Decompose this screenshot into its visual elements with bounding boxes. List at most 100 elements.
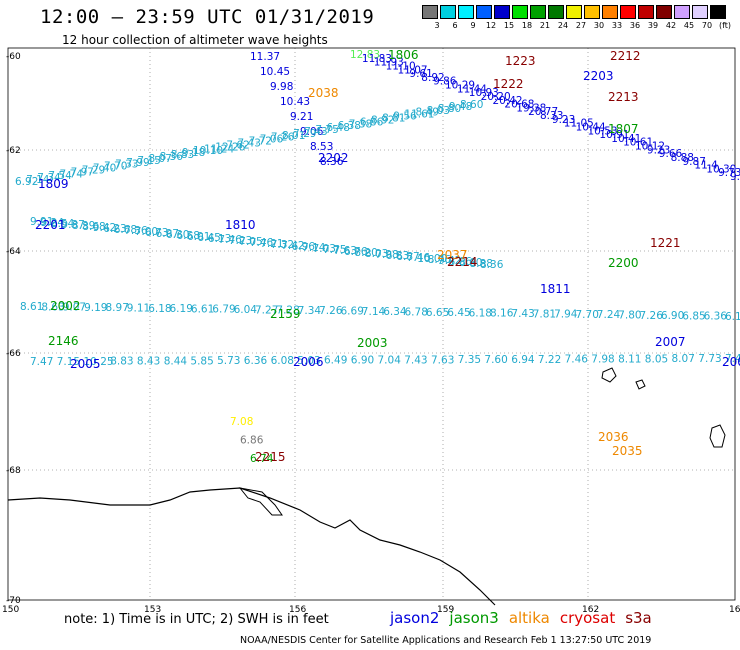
wave-height-label: 6.01 bbox=[187, 231, 210, 243]
wave-height-label: 7.34 bbox=[298, 305, 322, 317]
wave-height-label: 12.26 bbox=[215, 141, 245, 153]
pass-id-label: 2215 bbox=[255, 450, 286, 464]
legend-entry: s3a bbox=[625, 609, 652, 627]
wave-height-label: 6.68 bbox=[114, 224, 137, 236]
wave-height-label: 7.63 bbox=[334, 245, 357, 257]
wave-height-label: 7.72 bbox=[249, 136, 272, 148]
pass-id-label: 2035 bbox=[612, 444, 643, 458]
wave-height-label: 7.42 bbox=[281, 240, 304, 252]
pass-id-label: 2200 bbox=[608, 256, 639, 270]
pass-id-label: 1222 bbox=[493, 77, 524, 91]
pass-id-label: 2008 bbox=[722, 355, 740, 369]
colorbar-label: 24 bbox=[557, 21, 569, 30]
map-frame bbox=[7, 47, 736, 601]
wave-height-label: 7.80 bbox=[618, 310, 641, 322]
wave-height-label: 7.43 bbox=[404, 354, 427, 366]
wave-height-label: 20.77 bbox=[528, 106, 558, 118]
island-outline bbox=[238, 487, 283, 516]
wave-height-label: 6.30 bbox=[166, 229, 189, 241]
wave-height-label: 6.18 bbox=[148, 303, 171, 315]
satellite-legend: jason2 jason3 altika cryosat s3a bbox=[390, 609, 662, 627]
wave-height-label: 9.18 bbox=[182, 147, 205, 159]
wave-height-label: 7.38 bbox=[349, 118, 372, 130]
wave-height-label: 8.01 bbox=[282, 130, 305, 142]
wave-height-label: 10.10 bbox=[193, 145, 223, 157]
wave-height-label: 10.00 bbox=[417, 253, 447, 265]
pass-id-label: 2213 bbox=[608, 90, 639, 104]
wave-height-label: 10.30 bbox=[706, 163, 736, 175]
pass-id-label: 1810 bbox=[225, 218, 256, 232]
wave-height-label: 9.23 bbox=[552, 114, 575, 126]
wave-height-label: 8.92 bbox=[421, 72, 444, 84]
wave-height-label: 6.97 bbox=[156, 228, 179, 240]
colorbar-label: (ft) bbox=[718, 21, 732, 30]
wave-height-label: 6.94 bbox=[511, 354, 535, 366]
wave-height-label: 8.66 bbox=[449, 256, 473, 268]
lon-tick-label: 153 bbox=[144, 605, 161, 615]
colorbar-label: 21 bbox=[539, 21, 551, 30]
wave-height-label: 7.75 bbox=[315, 124, 338, 136]
wave-height-label: 6.34 bbox=[383, 306, 407, 318]
lat-tick-label: -60 bbox=[6, 52, 21, 62]
wave-height-label: 9.06 bbox=[300, 126, 324, 138]
legend-entry: cryosat bbox=[559, 609, 616, 627]
wave-height-label: 7.43 bbox=[511, 308, 534, 320]
wave-height-label: 9.23 bbox=[647, 144, 670, 156]
wave-height-label: 6.49 bbox=[324, 355, 347, 367]
wave-height-label: 7.99 bbox=[126, 157, 149, 169]
wave-height-label: 6.90 bbox=[661, 310, 684, 322]
wave-height-label: 7.73 bbox=[698, 353, 721, 365]
wave-height-label: 7.40 bbox=[725, 353, 740, 365]
wave-height-label: 9.87 bbox=[683, 156, 706, 168]
wave-height-label: 6.86 bbox=[240, 435, 264, 447]
wave-height-label: 7.34 bbox=[37, 172, 61, 184]
colorbar-label: 36 bbox=[629, 21, 641, 30]
wave-height-label: 6.45 bbox=[197, 232, 220, 244]
satellite-tracks: 11.37 10.45 9.98 10.43 9.21 9.06 8.53 8.36 12.83… bbox=[15, 49, 740, 465]
colorbar-label: 3 bbox=[434, 21, 440, 30]
wave-height-label: 9.68 bbox=[730, 171, 740, 183]
wave-height-label: 7.22 bbox=[538, 354, 561, 366]
wave-height-label: 7.08 bbox=[230, 416, 253, 428]
wave-height-label: 6.74 bbox=[250, 453, 274, 465]
wave-height-label: 9.86 bbox=[433, 76, 457, 88]
wave-height-label: 8.68 bbox=[82, 221, 105, 233]
colorbar-label: 9 bbox=[470, 21, 476, 30]
pass-id-label: 2212 bbox=[610, 49, 641, 63]
colorbar-label: 45 bbox=[683, 21, 695, 30]
colorbar-label: 12 bbox=[485, 21, 497, 30]
wave-height-label: 10.41 bbox=[611, 133, 641, 145]
wave-height-label: 7.14 bbox=[302, 242, 326, 254]
colorbar-swatch bbox=[512, 5, 528, 19]
wave-height-label: 7.43 bbox=[304, 126, 327, 138]
wave-height-label: 6.86 bbox=[360, 116, 384, 128]
pass-id-label: 2007 bbox=[655, 335, 686, 349]
wave-height-label: 8.03 bbox=[427, 105, 450, 117]
wave-height-label: 6.48 bbox=[327, 122, 350, 134]
wave-height-label: 7.54 bbox=[48, 170, 72, 182]
legend-entry: jason2 bbox=[390, 609, 440, 627]
wave-height-label: 7.04 bbox=[378, 355, 402, 367]
wave-height-label: 6.19 bbox=[170, 303, 193, 315]
wave-height-label: 7.32 bbox=[271, 239, 294, 251]
wave-height-label: 8.83 bbox=[171, 149, 194, 161]
wave-height-label: 7.14 bbox=[362, 306, 386, 318]
wave-height-label: 6.96 bbox=[292, 241, 316, 253]
wave-height-label: 6.36 bbox=[244, 355, 268, 367]
wave-height-label: 7.21 bbox=[260, 238, 283, 250]
wave-height-label: 10.44 bbox=[576, 121, 606, 133]
colorbar-swatch bbox=[548, 5, 564, 19]
wave-height-label: 6.90 bbox=[351, 355, 374, 367]
lon-tick-label: 156 bbox=[289, 605, 306, 615]
wave-height-label: 7.43 bbox=[238, 138, 261, 150]
coastline bbox=[7, 47, 736, 606]
wave-height-label: 7.26 bbox=[319, 305, 343, 317]
wave-height-label: 7.40 bbox=[93, 163, 116, 175]
wave-height-label: 6.85 bbox=[682, 310, 705, 322]
wave-height-label: 7.27 bbox=[255, 304, 278, 316]
wave-height-label: 7.46 bbox=[218, 234, 242, 246]
lat-tick-label: -68 bbox=[6, 466, 21, 476]
lon-tick-label: 165 bbox=[729, 605, 740, 615]
wave-height-label: 6.45 bbox=[447, 307, 470, 319]
